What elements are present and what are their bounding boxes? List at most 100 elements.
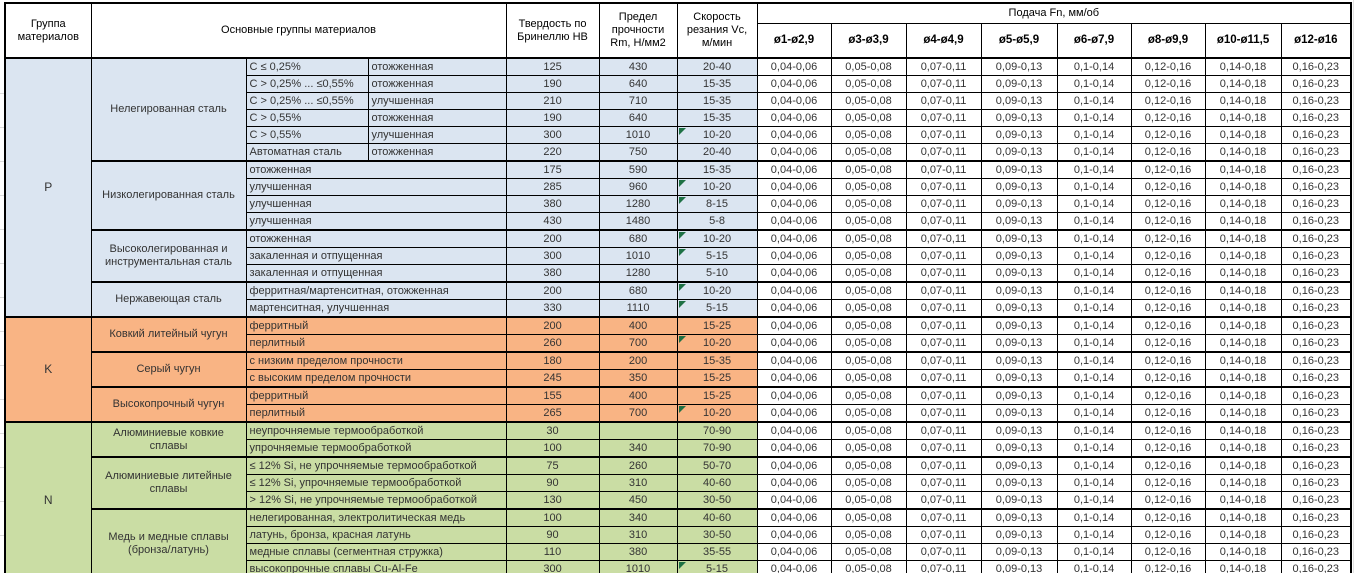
feed-cell: 0,09-0,13 (980, 474, 1058, 492)
feed-cell: 0,05-0,08 (830, 75, 907, 93)
feed-cell: 0,12-0,16 (1130, 126, 1206, 144)
feed-cell: 0,07-0,11 (905, 386, 982, 405)
feed-cell: 0,1-0,14 (1056, 195, 1132, 213)
feed-cell: 0,04-0,06 (756, 247, 832, 265)
feed-cell: 0,05-0,08 (830, 212, 907, 231)
feed-cell: 0,1-0,14 (1056, 351, 1132, 370)
feed-cell: 0,05-0,08 (830, 421, 907, 440)
feed-cell: 0,09-0,13 (980, 508, 1058, 527)
feed-cell: 0,09-0,13 (980, 75, 1058, 93)
hb-cell: 180 (505, 351, 600, 370)
feed-cell: 0,09-0,13 (980, 404, 1058, 423)
feed-cell: 0,12-0,16 (1130, 560, 1206, 573)
feed-cell: 0,09-0,13 (980, 316, 1058, 335)
condition-cell: высокопрочные сплавы Cu-Al-Fe (245, 560, 507, 573)
feed-cell: 0,05-0,08 (830, 299, 907, 318)
feed-cell: 0,12-0,16 (1130, 351, 1206, 370)
feed-cell: 0,05-0,08 (830, 92, 907, 110)
feed-cell: 0,07-0,11 (905, 421, 982, 440)
hb-cell: 190 (505, 75, 600, 93)
table-row: Серый чугун с низким пределом прочности 18… (5, 351, 1353, 388)
feed-cell: 0,1-0,14 (1056, 92, 1132, 110)
feed-cell: 0,05-0,08 (830, 195, 907, 213)
feed-cell: 0,04-0,06 (756, 456, 832, 475)
subgroup-cell: Алюминиевые литейные сплавы (90, 456, 247, 510)
vc-cell: 35-55 (676, 543, 758, 561)
hb-cell: 380 (505, 195, 600, 213)
feed-cell: 0,14-0,18 (1204, 421, 1282, 440)
feed-cell: 0,09-0,13 (980, 526, 1058, 544)
feed-cell: 0,16-0,23 (1280, 456, 1353, 475)
feed-cell: 0,04-0,06 (756, 160, 832, 179)
error-marker-icon (678, 284, 686, 291)
subgroup-cell: Нелегированная сталь (90, 57, 247, 162)
condition-cell: латунь, бронза, красная латунь (245, 526, 507, 544)
vc-cell: 10-20 (676, 334, 758, 353)
vc-cell: 15-35 (676, 160, 758, 179)
feed-cell: 0,05-0,08 (830, 229, 907, 248)
feed-cell: 0,1-0,14 (1056, 491, 1132, 510)
rm-cell: 680 (598, 229, 678, 248)
feed-cell: 0,16-0,23 (1280, 474, 1353, 492)
condition-cell: мартенситная, улучшенная (245, 299, 507, 318)
feed-cell: 0,04-0,06 (756, 474, 832, 492)
feed-cell: 0,12-0,16 (1130, 491, 1206, 510)
feed-cell: 0,16-0,23 (1280, 160, 1353, 179)
feed-cell: 0,04-0,06 (756, 299, 832, 318)
header-row-top: Группа материалов Основные группы матери… (4, 2, 1352, 59)
feed-cell: 0,05-0,08 (830, 143, 907, 162)
feed-cell: 0,09-0,13 (980, 212, 1058, 231)
feed-cell: 0,12-0,16 (1130, 299, 1206, 318)
table-row: C > 0,25% ... ≤0,55% отожженная 190 640 15-3… (5, 75, 1353, 93)
feed-cell: 0,1-0,14 (1056, 212, 1132, 231)
feed-cell: 0,07-0,11 (905, 456, 982, 475)
feed-cell: 0,14-0,18 (1204, 264, 1282, 283)
table-row: латунь, бронза, красная латунь 90 310 30-50… (5, 526, 1353, 544)
table-row: закаленная и отпущенная 300 1010 5-15 0,04-0… (5, 247, 1353, 265)
feed-cell: 0,05-0,08 (830, 57, 907, 76)
feed-cell: 0,14-0,18 (1204, 526, 1282, 544)
feed-cell: 0,07-0,11 (905, 109, 982, 127)
feed-cell: 0,16-0,23 (1280, 299, 1353, 318)
rm-cell (598, 421, 678, 440)
feed-cell: 0,1-0,14 (1056, 178, 1132, 196)
condition-cell: улучшенная (367, 126, 507, 144)
feed-cell: 0,1-0,14 (1056, 57, 1132, 76)
hb-cell: 285 (505, 178, 600, 196)
feed-cell: 0,04-0,06 (756, 491, 832, 510)
feed-cell: 0,16-0,23 (1280, 421, 1353, 440)
feed-cell: 0,05-0,08 (830, 109, 907, 127)
feed-cell: 0,09-0,13 (980, 92, 1058, 110)
rm-cell: 1010 (598, 247, 678, 265)
feed-cell: 0,04-0,06 (756, 109, 832, 127)
table-row: улучшенная 380 1280 8-15 0,04-0,06 0,05-0,08 0… (5, 195, 1353, 213)
hb-cell: 200 (505, 281, 600, 300)
feed-cell: 0,07-0,11 (905, 560, 982, 573)
feed-cell: 0,1-0,14 (1056, 421, 1132, 440)
feed-cell: 0,07-0,11 (905, 491, 982, 510)
rm-cell: 710 (598, 92, 678, 110)
feed-cell: 0,04-0,06 (756, 229, 832, 248)
hb-cell: 130 (505, 491, 600, 510)
error-marker-icon (678, 249, 686, 256)
table-row: упрочняемые термообработкой 100 340 70-90 0,… (5, 439, 1353, 458)
feed-cell: 0,14-0,18 (1204, 229, 1282, 248)
error-marker-icon (678, 336, 686, 343)
col-header-diameter: ø4-ø4,9 (905, 22, 982, 59)
feed-cell: 0,09-0,13 (980, 178, 1058, 196)
hb-cell: 30 (505, 421, 600, 440)
feed-cell: 0,1-0,14 (1056, 526, 1132, 544)
vc-cell: 10-20 (676, 281, 758, 300)
feed-cell: 0,05-0,08 (830, 508, 907, 527)
feed-cell: 0,07-0,11 (905, 439, 982, 458)
feed-cell: 0,1-0,14 (1056, 299, 1132, 318)
feed-cell: 0,07-0,11 (905, 143, 982, 162)
condition-cell: C > 0,55% (245, 109, 369, 127)
table-row: Медь и медные сплавы (бронза/латунь) неле… (5, 508, 1353, 573)
excel-gridline-right (1353, 0, 1354, 573)
rm-cell: 380 (598, 543, 678, 561)
table-row: C > 0,55% улучшенная 300 1010 10-20 0,04-0,06… (5, 126, 1353, 144)
feed-cell: 0,14-0,18 (1204, 560, 1282, 573)
vc-cell: 30-50 (676, 526, 758, 544)
table-row: медные сплавы (сегментная стружка) 110 380… (5, 543, 1353, 561)
